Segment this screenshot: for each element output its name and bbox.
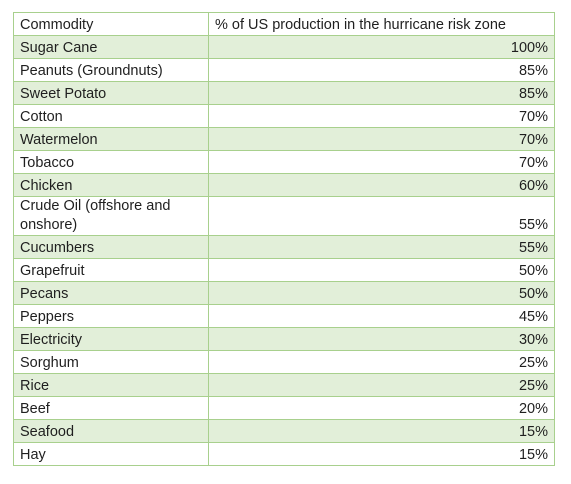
table-row: Beef 20% bbox=[13, 396, 555, 420]
commodity-cell: Peanuts (Groundnuts) bbox=[13, 58, 209, 82]
table-row: Crude Oil (offshore and onshore) 55% bbox=[13, 196, 555, 236]
percent-cell: 15% bbox=[208, 419, 555, 443]
commodity-table: Commodity % of US production in the hurr… bbox=[13, 12, 555, 466]
commodity-cell: Grapefruit bbox=[13, 258, 209, 282]
percent-cell: 25% bbox=[208, 373, 555, 397]
percent-cell: 85% bbox=[208, 58, 555, 82]
table-row: Seafood 15% bbox=[13, 419, 555, 443]
table-row: Grapefruit 50% bbox=[13, 258, 555, 282]
percent-cell: 70% bbox=[208, 150, 555, 174]
table-row: Cucumbers 55% bbox=[13, 235, 555, 259]
percent-cell: 45% bbox=[208, 304, 555, 328]
table-row: Rice 25% bbox=[13, 373, 555, 397]
table-row: Hay 15% bbox=[13, 442, 555, 466]
commodity-table-container: Commodity % of US production in the hurr… bbox=[13, 12, 555, 466]
table-row: Sugar Cane 100% bbox=[13, 35, 555, 59]
percent-cell: 20% bbox=[208, 396, 555, 420]
table-row: Sorghum 25% bbox=[13, 350, 555, 374]
commodity-cell: Peppers bbox=[13, 304, 209, 328]
commodity-cell: Cucumbers bbox=[13, 235, 209, 259]
header-commodity: Commodity bbox=[13, 12, 209, 36]
commodity-cell: Cotton bbox=[13, 104, 209, 128]
table-row: Electricity 30% bbox=[13, 327, 555, 351]
table-row: Pecans 50% bbox=[13, 281, 555, 305]
commodity-cell: Chicken bbox=[13, 173, 209, 197]
commodity-cell: Tobacco bbox=[13, 150, 209, 174]
commodity-cell: Beef bbox=[13, 396, 209, 420]
table-row: Chicken 60% bbox=[13, 173, 555, 197]
table-row: Sweet Potato 85% bbox=[13, 81, 555, 105]
commodity-cell: Sorghum bbox=[13, 350, 209, 374]
commodity-cell: Rice bbox=[13, 373, 209, 397]
commodity-cell: Sugar Cane bbox=[13, 35, 209, 59]
percent-cell: 100% bbox=[208, 35, 555, 59]
commodity-cell: Watermelon bbox=[13, 127, 209, 151]
header-percent: % of US production in the hurricane risk… bbox=[208, 12, 555, 36]
percent-cell: 55% bbox=[208, 196, 555, 236]
percent-cell: 70% bbox=[208, 127, 555, 151]
percent-cell: 60% bbox=[208, 173, 555, 197]
percent-cell: 30% bbox=[208, 327, 555, 351]
table-row: Peppers 45% bbox=[13, 304, 555, 328]
percent-cell: 85% bbox=[208, 81, 555, 105]
commodity-cell: Electricity bbox=[13, 327, 209, 351]
table-row: Watermelon 70% bbox=[13, 127, 555, 151]
percent-cell: 15% bbox=[208, 442, 555, 466]
commodity-cell: Sweet Potato bbox=[13, 81, 209, 105]
percent-cell: 70% bbox=[208, 104, 555, 128]
commodity-cell: Hay bbox=[13, 442, 209, 466]
percent-cell: 55% bbox=[208, 235, 555, 259]
table-row: Peanuts (Groundnuts) 85% bbox=[13, 58, 555, 82]
percent-cell: 50% bbox=[208, 258, 555, 282]
commodity-cell: Seafood bbox=[13, 419, 209, 443]
commodity-cell: Crude Oil (offshore and onshore) bbox=[13, 196, 209, 236]
table-row: Cotton 70% bbox=[13, 104, 555, 128]
percent-cell: 25% bbox=[208, 350, 555, 374]
table-header-row: Commodity % of US production in the hurr… bbox=[13, 12, 555, 36]
percent-cell: 50% bbox=[208, 281, 555, 305]
commodity-cell: Pecans bbox=[13, 281, 209, 305]
table-row: Tobacco 70% bbox=[13, 150, 555, 174]
